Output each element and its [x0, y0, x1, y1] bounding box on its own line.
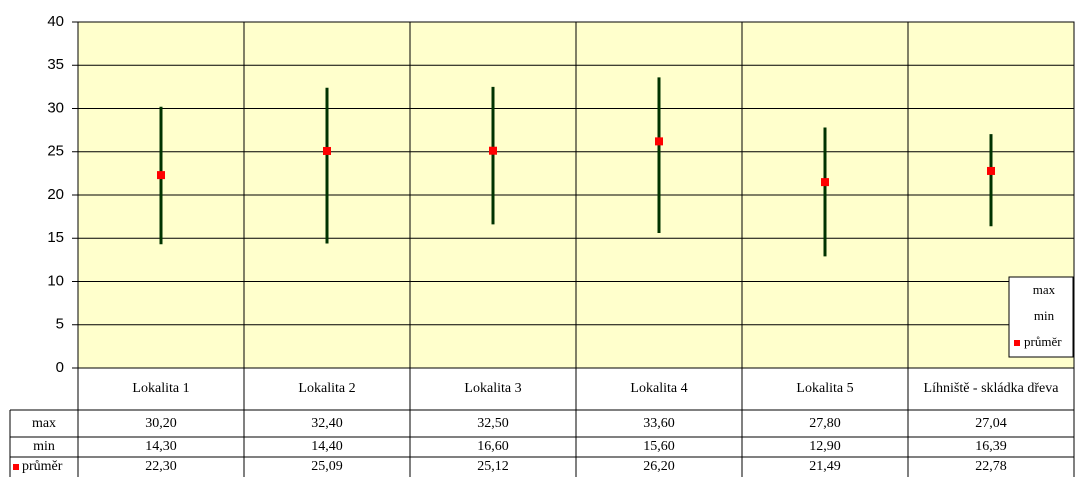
table-value: 32,50 — [477, 415, 509, 431]
y-tick-label: 30 — [47, 99, 64, 116]
table-value: 22,30 — [145, 459, 177, 474]
table-value: 22,78 — [975, 459, 1007, 474]
row-header: min — [33, 439, 55, 454]
table-value: 27,04 — [975, 415, 1007, 431]
row-header: max — [31, 415, 57, 431]
row-header: průměr — [22, 459, 63, 474]
category-label: Lokalita 3 — [464, 381, 522, 396]
legend-label: min — [1034, 308, 1055, 323]
table-value: 33,60 — [643, 415, 675, 431]
table-value: 14,30 — [145, 439, 177, 454]
legend-key — [1014, 340, 1020, 346]
category-label: Lokalita 5 — [796, 381, 854, 396]
average-marker — [987, 166, 995, 175]
category-label: Líhniště - skládka dřeva — [923, 381, 1059, 396]
legend-label: průměr — [1024, 334, 1062, 349]
legend-label: max — [1033, 282, 1056, 297]
table-value: 21,49 — [809, 459, 841, 474]
table-value: 15,60 — [643, 439, 675, 454]
table-value: 30,20 — [145, 415, 177, 431]
y-tick-label: 20 — [47, 186, 64, 203]
y-tick-label: 0 — [56, 359, 64, 376]
y-tick-label: 35 — [47, 56, 64, 73]
y-tick-label: 15 — [47, 229, 64, 246]
average-marker — [655, 137, 663, 146]
y-tick-label: 25 — [47, 143, 64, 160]
table-value: 16,60 — [477, 439, 509, 454]
average-marker — [157, 171, 165, 180]
table-value: 25,09 — [311, 459, 343, 474]
y-tick-label: 10 — [47, 272, 64, 289]
table-value: 12,90 — [809, 439, 841, 454]
category-label: Lokalita 1 — [132, 381, 190, 396]
table-value: 27,80 — [809, 415, 841, 431]
table-value: 14,40 — [311, 439, 343, 454]
y-tick-label: 40 — [47, 13, 64, 30]
average-marker — [489, 146, 497, 155]
average-marker — [821, 178, 829, 187]
average-marker — [323, 146, 331, 155]
table-value: 16,39 — [975, 439, 1007, 454]
y-tick-label: 5 — [56, 316, 64, 333]
row-legend-key — [13, 464, 19, 470]
category-label: Lokalita 4 — [630, 381, 688, 396]
table-value: 32,40 — [311, 415, 343, 431]
table-value: 26,20 — [643, 459, 675, 474]
table-value: 25,12 — [477, 459, 509, 474]
category-label: Lokalita 2 — [298, 381, 356, 396]
